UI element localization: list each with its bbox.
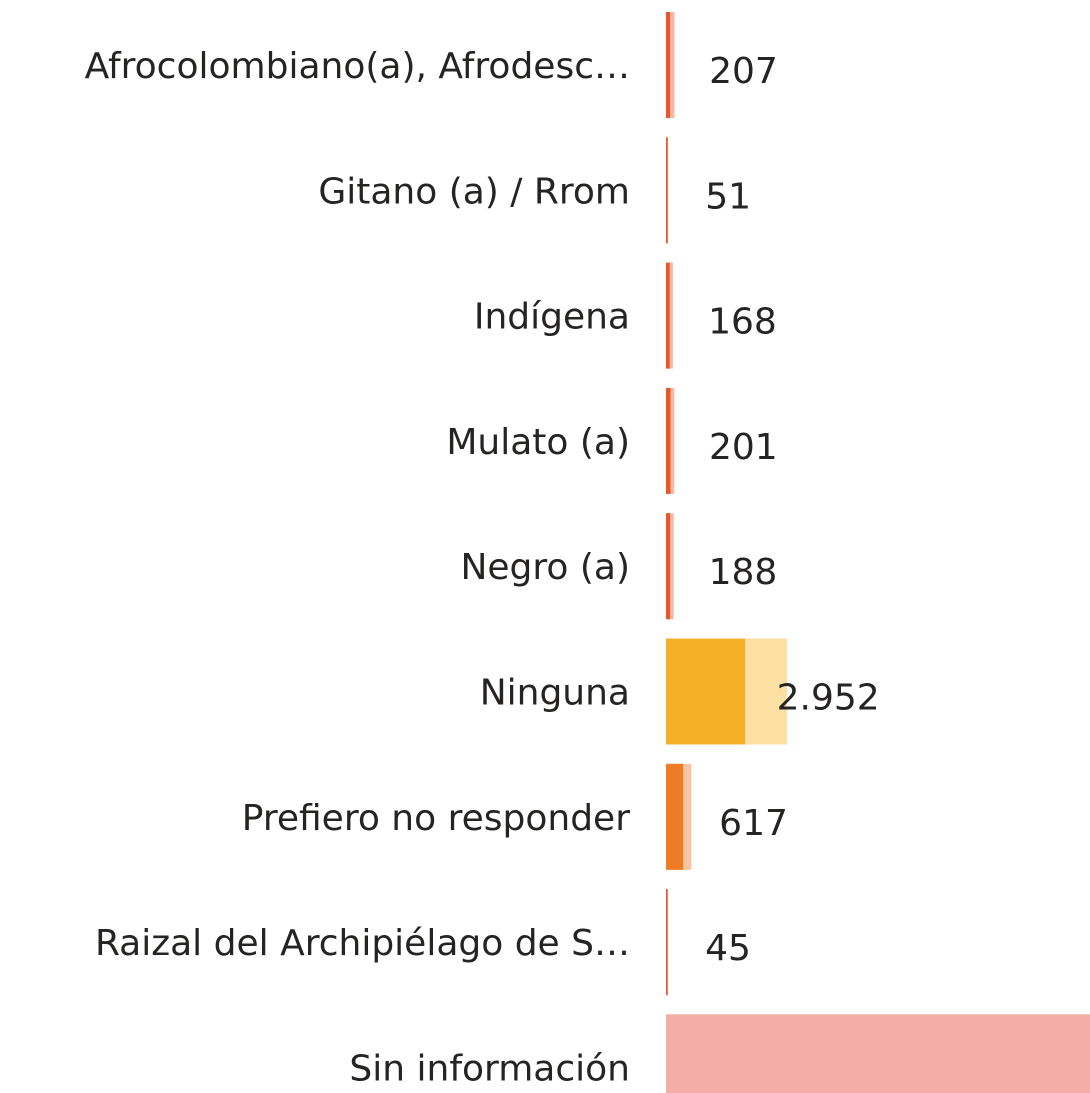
bar-highlight — [666, 12, 671, 118]
category-label: Indígena — [474, 297, 630, 338]
bar-highlight — [666, 387, 671, 494]
data-label: 45 — [705, 928, 751, 969]
data-label: 201 — [709, 427, 778, 468]
data-label: 207 — [709, 51, 778, 92]
bar-highlight — [666, 1014, 1090, 1093]
category-label: Raizal del Archipiélago de S… — [95, 923, 630, 964]
bar-highlight — [666, 137, 668, 244]
category-label: Ninguna — [480, 673, 630, 714]
category-label: Negro (a) — [460, 547, 630, 588]
data-label: 188 — [709, 552, 778, 593]
category-label: Prefiero no responder — [242, 798, 630, 839]
category-label: Sin información — [349, 1048, 630, 1089]
category-label: Mulato (a) — [446, 422, 630, 463]
bar-total — [666, 12, 675, 118]
data-label: 168 — [708, 302, 777, 343]
bar-highlight — [666, 763, 684, 870]
bar-highlight — [666, 262, 670, 369]
data-label: 617 — [719, 803, 788, 844]
bar-highlight — [666, 513, 671, 620]
category-label: Afrocolombiano(a), Afrodesc… — [85, 46, 630, 87]
bar-highlight — [666, 638, 746, 745]
data-label: 2.952 — [777, 678, 880, 719]
data-label: 51 — [705, 176, 751, 217]
bar-highlight — [666, 889, 668, 996]
category-label: Gitano (a) / Rrom — [318, 171, 630, 212]
